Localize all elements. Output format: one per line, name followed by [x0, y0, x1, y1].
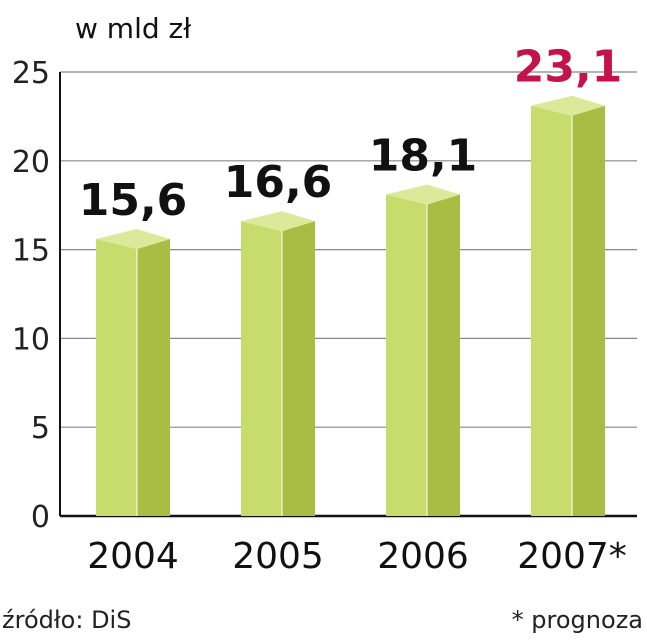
y-tick-label-0: 0 [31, 500, 50, 535]
y-tick-label-15: 15 [12, 234, 50, 269]
bar-side-face [427, 194, 460, 516]
x-axis-labels: 2004 2005 2006 2007* [87, 536, 627, 577]
bar-2004 [96, 228, 170, 516]
x-tick-label-2007*: 2007* [517, 536, 627, 577]
unit-label: w mld zł [75, 12, 191, 45]
source-note: źródło: DiS [2, 606, 132, 634]
bar-top-face [386, 184, 460, 205]
y-tick-label-20: 20 [12, 145, 50, 180]
bar-front-face [386, 194, 427, 516]
x-tick-label-2006: 2006 [377, 536, 469, 577]
value-label-2004: 15,6 [79, 175, 188, 226]
bar-side-face [572, 105, 605, 516]
bar-front-face [96, 238, 137, 516]
x-tick-label-2005: 2005 [232, 536, 324, 577]
bar-top-face [531, 95, 605, 116]
bar-2007* [531, 95, 605, 516]
y-tick-label-10: 10 [12, 322, 50, 357]
bar-side-face [137, 238, 170, 516]
y-axis-ticks: 0 5 10 15 20 25 [12, 56, 61, 535]
value-label-2005: 16,6 [224, 157, 333, 208]
bar-2006 [386, 184, 460, 516]
y-tick-label-5: 5 [31, 411, 50, 446]
value-label-2007*: 23,1 [514, 42, 623, 93]
bar-top-face [241, 211, 315, 232]
bar-front-face [531, 105, 572, 516]
y-tick-label-25: 25 [12, 56, 50, 91]
bar-side-face [282, 221, 315, 516]
value-labels: 15,6 16,6 18,1 23,1 [79, 42, 623, 226]
forecast-note: * prognoza [511, 606, 643, 634]
x-tick-label-2004: 2004 [87, 536, 179, 577]
bar-top-face [96, 228, 170, 249]
bar-front-face [241, 221, 282, 516]
bar-2005 [241, 211, 315, 516]
value-label-2006: 18,1 [369, 131, 478, 182]
bars [96, 95, 605, 516]
